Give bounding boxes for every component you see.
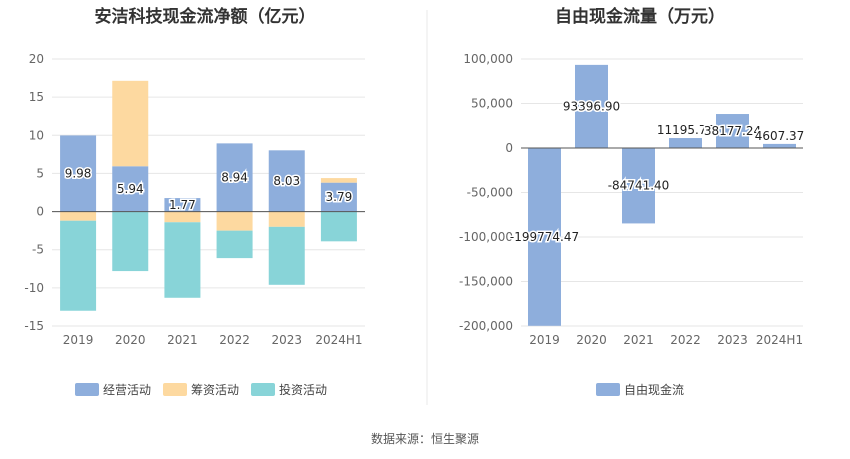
left-y-axis-ticks: -15 -10 -5 0 5 10 15 20 <box>24 52 44 333</box>
bar <box>320 178 357 183</box>
y-tick-label: -50,000 <box>467 186 513 200</box>
y-tick-label: 15 <box>29 90 44 104</box>
bar <box>60 220 97 311</box>
bar <box>216 211 253 231</box>
left-bars <box>60 80 357 311</box>
x-tick-label: 2024H1 <box>315 333 362 347</box>
data-label: 9.98 <box>65 167 92 181</box>
bar <box>669 138 702 148</box>
y-tick-label: 100,000 <box>463 52 513 66</box>
bar <box>164 198 201 212</box>
bar <box>216 143 253 212</box>
x-tick-label: 2021 <box>167 333 198 347</box>
right-y-axis-ticks: -200,000 -150,000 -100,000 -50,000 0 50,000 10… <box>459 52 513 333</box>
bar <box>716 114 749 148</box>
left-gridlines <box>52 58 365 327</box>
bar <box>112 166 149 212</box>
legend-label: 投资活动 <box>279 382 327 397</box>
left-legend: 经营活动 筹资活动 投资活动 <box>75 382 327 397</box>
bar <box>320 182 357 212</box>
bar <box>268 150 305 212</box>
right-bars <box>528 64 796 326</box>
y-tick-label: -5 <box>32 243 44 257</box>
bar <box>112 80 149 167</box>
bar <box>575 64 608 148</box>
bar <box>216 230 253 259</box>
data-label: 1.77 <box>169 198 196 212</box>
data-label: 5.94 <box>117 182 144 196</box>
x-tick-label: 2021 <box>623 333 654 347</box>
y-tick-label: 5 <box>36 166 44 180</box>
x-tick-label: 2024H1 <box>756 333 803 347</box>
y-tick-label: -200,000 <box>459 319 513 333</box>
y-tick-label: 0 <box>36 205 44 219</box>
right-gridlines <box>521 58 803 327</box>
data-label: 3.79 <box>326 190 353 204</box>
bar <box>164 211 201 223</box>
bar <box>164 222 201 298</box>
x-tick-label: 2020 <box>115 333 146 347</box>
y-tick-label: 20 <box>29 52 44 66</box>
bar <box>268 226 305 285</box>
x-tick-label: 2019 <box>529 333 560 347</box>
data-label: -84741.40 <box>608 179 670 193</box>
left-x-axis-ticks: 2019 2020 2021 2022 2023 2024H1 <box>63 333 363 347</box>
x-tick-label: 2022 <box>670 333 701 347</box>
left-chart-title: 安洁科技现金流净额（亿元） <box>95 6 316 27</box>
legend-label: 自由现金流 <box>624 382 684 397</box>
y-tick-label: 50,000 <box>471 97 513 111</box>
bar <box>60 211 97 221</box>
y-tick-label: -150,000 <box>459 275 513 289</box>
cash-flow-chart: 安洁科技现金流净额（亿元） -15 -10 -5 0 5 10 15 20 9.98 5.94 1… <box>24 6 365 397</box>
free-cash-flow-chart: 自由现金流量（万元） -200,000 -150,000 -100,000 -50,0… <box>459 6 806 397</box>
bar <box>320 211 357 242</box>
data-label: 8.94 <box>221 170 248 184</box>
legend-swatch <box>251 383 275 396</box>
bar <box>763 143 796 148</box>
x-tick-label: 2020 <box>576 333 607 347</box>
legend-swatch <box>596 383 620 396</box>
data-label: 38177.24 <box>704 124 761 138</box>
legend-swatch <box>75 383 99 396</box>
legend-label: 筹资活动 <box>191 383 239 397</box>
data-label: 8.03 <box>273 174 300 188</box>
x-tick-label: 2019 <box>63 333 94 347</box>
y-tick-label: -15 <box>24 319 44 333</box>
bar <box>60 135 97 212</box>
data-label: 93396.90 <box>563 99 620 113</box>
x-tick-label: 2023 <box>717 333 748 347</box>
data-label: 4607.37 <box>755 129 805 143</box>
right-x-axis-ticks: 2019 2020 2021 2022 2023 2024H1 <box>529 333 803 347</box>
bar <box>622 148 655 224</box>
y-tick-label: -10 <box>24 281 44 295</box>
bar <box>528 148 561 326</box>
x-tick-label: 2022 <box>219 333 250 347</box>
right-chart-title: 自由现金流量（万元） <box>555 6 725 27</box>
left-data-labels: 9.98 5.94 1.77 8.94 8.03 3.79 <box>63 165 354 213</box>
bar <box>268 211 305 227</box>
y-tick-label: -100,000 <box>459 230 513 244</box>
bar <box>112 211 149 272</box>
x-tick-label: 2023 <box>271 333 302 347</box>
data-label: -199774.47 <box>510 230 579 244</box>
data-label: 11195.76 <box>657 123 714 137</box>
y-tick-label: 0 <box>505 141 513 155</box>
legend-label: 经营活动 <box>103 383 151 397</box>
right-legend: 自由现金流 <box>596 382 684 397</box>
legend-swatch <box>163 383 187 396</box>
y-tick-label: 10 <box>29 128 44 142</box>
source-note: 数据来源：恒生聚源 <box>371 431 479 446</box>
right-data-labels: -199774.47 93396.90 -84741.40 11195.7638177… <box>508 98 805 245</box>
